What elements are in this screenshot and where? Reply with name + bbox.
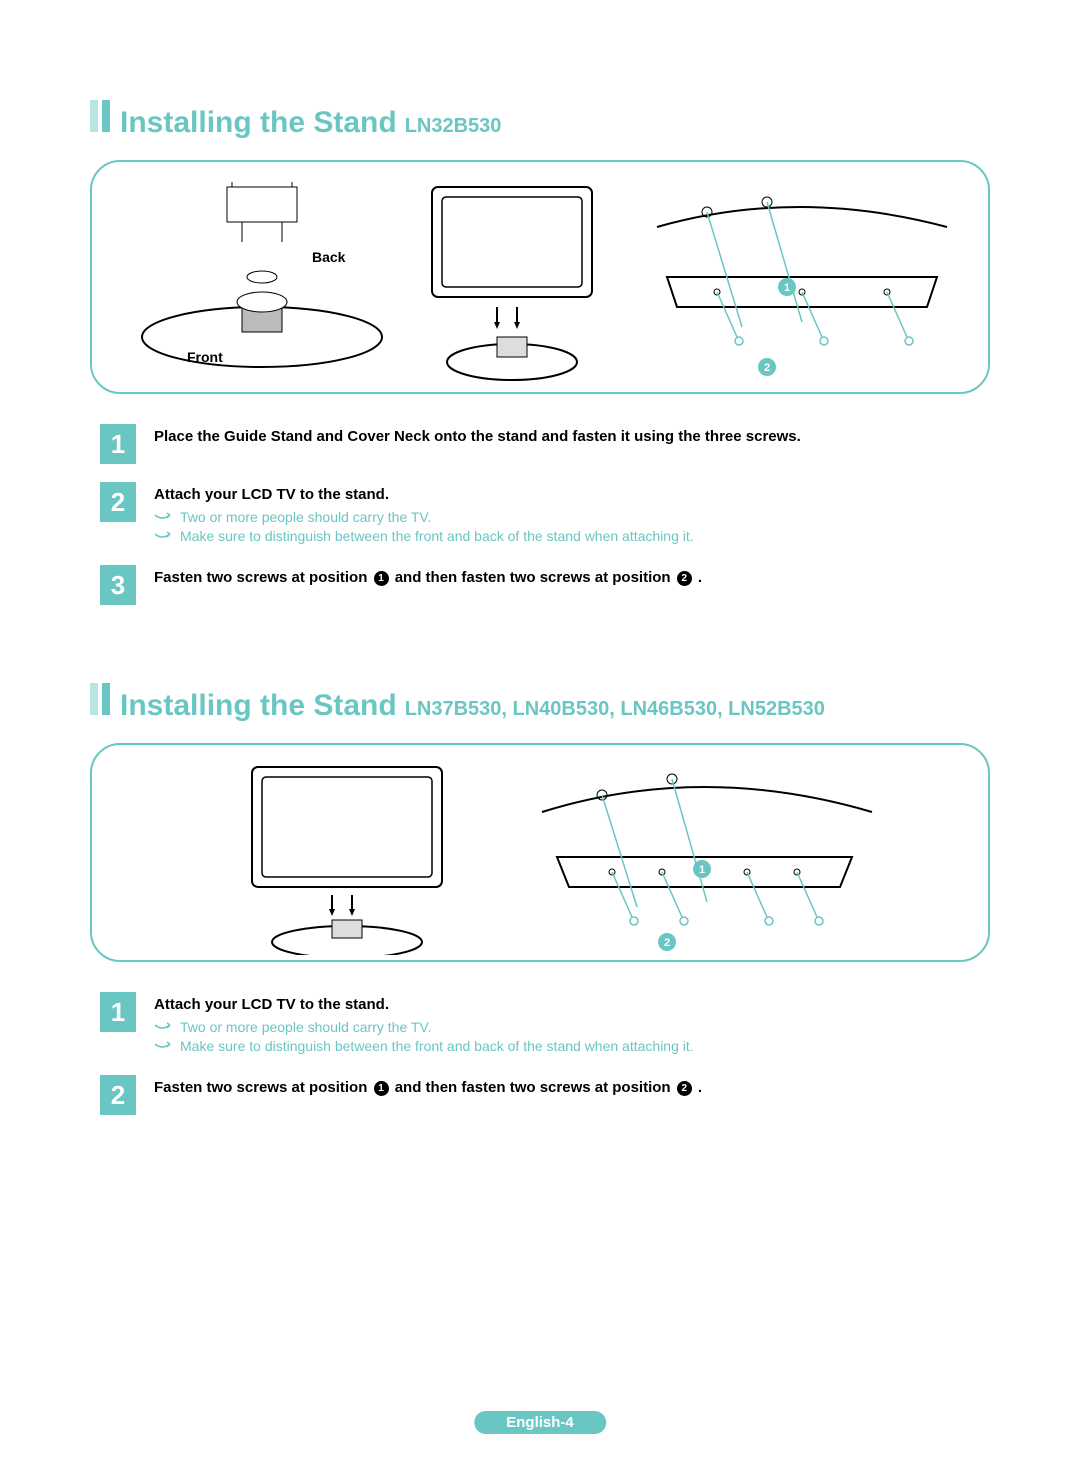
step-text: Place the Guide Stand and Cover Neck ont… bbox=[154, 428, 990, 445]
step-note: Two or more people should carry the TV. bbox=[154, 1019, 990, 1035]
step-item: 1 Attach your LCD TV to the stand. Two o… bbox=[100, 992, 990, 1057]
note-text: Two or more people should carry the TV. bbox=[180, 509, 431, 525]
step-note: Make sure to distinguish between the fro… bbox=[154, 528, 990, 544]
step-number: 2 bbox=[100, 1075, 136, 1115]
step-item: 1 Place the Guide Stand and Cover Neck o… bbox=[100, 424, 990, 464]
step-item: 2 Attach your LCD TV to the stand. Two o… bbox=[100, 482, 990, 547]
section1-diagram: Back Front bbox=[90, 160, 990, 394]
step-text: Attach your LCD TV to the stand. bbox=[154, 996, 990, 1013]
step-text: Fasten two screws at position 1 and then… bbox=[154, 1079, 990, 1096]
section2-title-sub: LN37B530, LN40B530, LN46B530, LN52B530 bbox=[405, 698, 825, 721]
note-arrow-icon bbox=[154, 511, 172, 523]
step-item: 2 Fasten two screws at position 1 and th… bbox=[100, 1075, 990, 1115]
note-text: Make sure to distinguish between the fro… bbox=[180, 528, 694, 544]
diagram-label-back: Back bbox=[312, 249, 346, 265]
section1-title: Installing the Stand LN32B530 bbox=[90, 100, 990, 140]
circled-number-icon: 2 bbox=[677, 571, 692, 586]
note-text: Two or more people should carry the TV. bbox=[180, 1019, 431, 1035]
section2-title-main: Installing the Stand bbox=[120, 689, 397, 723]
section2-title: Installing the Stand LN37B530, LN40B530,… bbox=[90, 683, 990, 723]
step-number: 1 bbox=[100, 424, 136, 464]
note-arrow-icon bbox=[154, 1040, 172, 1052]
section1-steps: 1 Place the Guide Stand and Cover Neck o… bbox=[90, 424, 990, 605]
svg-text:2: 2 bbox=[764, 362, 770, 374]
svg-text:1: 1 bbox=[784, 282, 790, 294]
note-text: Make sure to distinguish between the fro… bbox=[180, 1038, 694, 1054]
section2-diagram: 1 2 bbox=[90, 743, 990, 962]
note-arrow-icon bbox=[154, 1021, 172, 1033]
step-item: 3 Fasten two screws at position 1 and th… bbox=[100, 565, 990, 605]
diagram-label-front: Front bbox=[187, 349, 223, 365]
page-number-pill: English-4 bbox=[474, 1411, 606, 1434]
circled-number-icon: 1 bbox=[374, 1081, 389, 1096]
step-note: Two or more people should carry the TV. bbox=[154, 509, 990, 525]
title-bars-icon bbox=[90, 100, 110, 132]
circled-number-icon: 1 bbox=[374, 571, 389, 586]
page-footer: English-4 bbox=[474, 1414, 606, 1432]
step-text: Fasten two screws at position 1 and then… bbox=[154, 569, 990, 586]
title-bars-icon bbox=[90, 683, 110, 715]
svg-text:2: 2 bbox=[664, 937, 670, 949]
section1-title-main: Installing the Stand bbox=[120, 106, 397, 140]
section1-title-sub: LN32B530 bbox=[405, 115, 502, 138]
step-number: 1 bbox=[100, 992, 136, 1032]
step-number: 2 bbox=[100, 482, 136, 522]
circled-number-icon: 2 bbox=[677, 1081, 692, 1096]
step-text: Attach your LCD TV to the stand. bbox=[154, 486, 990, 503]
step-note: Make sure to distinguish between the fro… bbox=[154, 1038, 990, 1054]
note-arrow-icon bbox=[154, 530, 172, 542]
step-number: 3 bbox=[100, 565, 136, 605]
section2-steps: 1 Attach your LCD TV to the stand. Two o… bbox=[90, 992, 990, 1115]
